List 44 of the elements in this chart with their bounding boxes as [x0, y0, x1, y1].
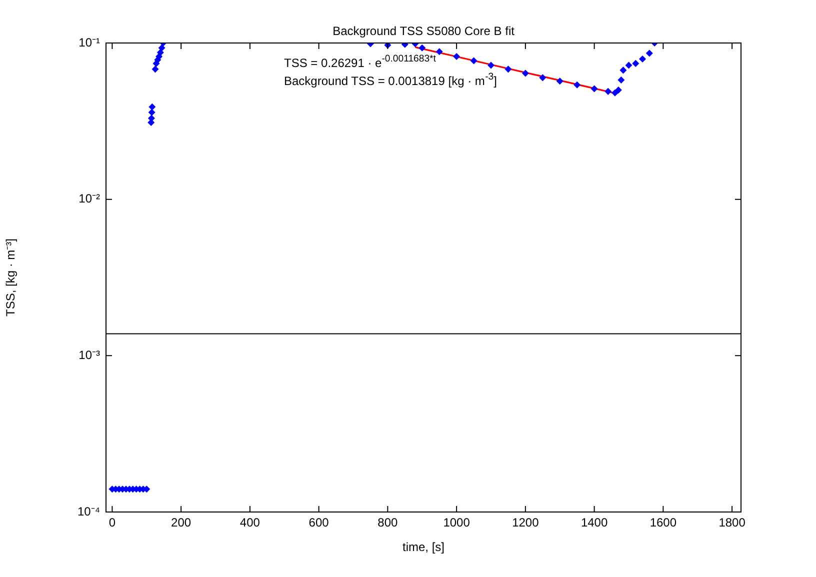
- point: [625, 62, 632, 69]
- point: [157, 49, 164, 56]
- x-tick-label: 1400: [580, 516, 608, 530]
- point: [632, 60, 639, 67]
- y-tick-label: 10⁻³: [78, 348, 100, 362]
- x-tick-label: 200: [171, 516, 192, 530]
- point: [620, 66, 627, 74]
- point: [615, 86, 622, 94]
- x-tick-label: 400: [240, 516, 260, 530]
- point: [618, 76, 624, 84]
- point: [453, 53, 460, 60]
- point: [522, 70, 529, 77]
- y-tick-label: 10⁻²: [78, 192, 100, 206]
- x-tick-label: 1800: [718, 516, 746, 530]
- point: [158, 44, 166, 52]
- x-tick-label: 0: [108, 516, 116, 530]
- y-axis-title: TSS, [kg · m⁻³]: [4, 238, 18, 317]
- point: [574, 82, 580, 88]
- point: [152, 66, 159, 72]
- point: [604, 88, 612, 95]
- point: [556, 78, 564, 84]
- point: [639, 56, 646, 62]
- x-tick-label: 1600: [650, 516, 677, 530]
- point: [418, 44, 426, 52]
- point: [148, 104, 156, 110]
- point: [470, 57, 478, 64]
- x-tick-label: 1200: [512, 516, 540, 530]
- point: [402, 43, 408, 48]
- chart-title: Background TSS S5080 Core B fit: [332, 24, 516, 38]
- point: [148, 109, 156, 116]
- x-tick-label: 600: [308, 516, 330, 530]
- point: [488, 62, 494, 69]
- y-tick-label: 10⁻⁴: [77, 504, 100, 518]
- point: [539, 74, 546, 81]
- point: [148, 114, 155, 122]
- x-axis-title: time, [s]: [402, 540, 445, 554]
- point: [612, 90, 618, 96]
- point: [504, 66, 512, 72]
- x-tick-label: 1000: [443, 516, 470, 530]
- point: [646, 50, 653, 57]
- point: [436, 48, 443, 55]
- point: [591, 85, 598, 92]
- x-tick-label: 800: [378, 516, 398, 530]
- y-tick-label: 10⁻¹: [78, 35, 100, 50]
